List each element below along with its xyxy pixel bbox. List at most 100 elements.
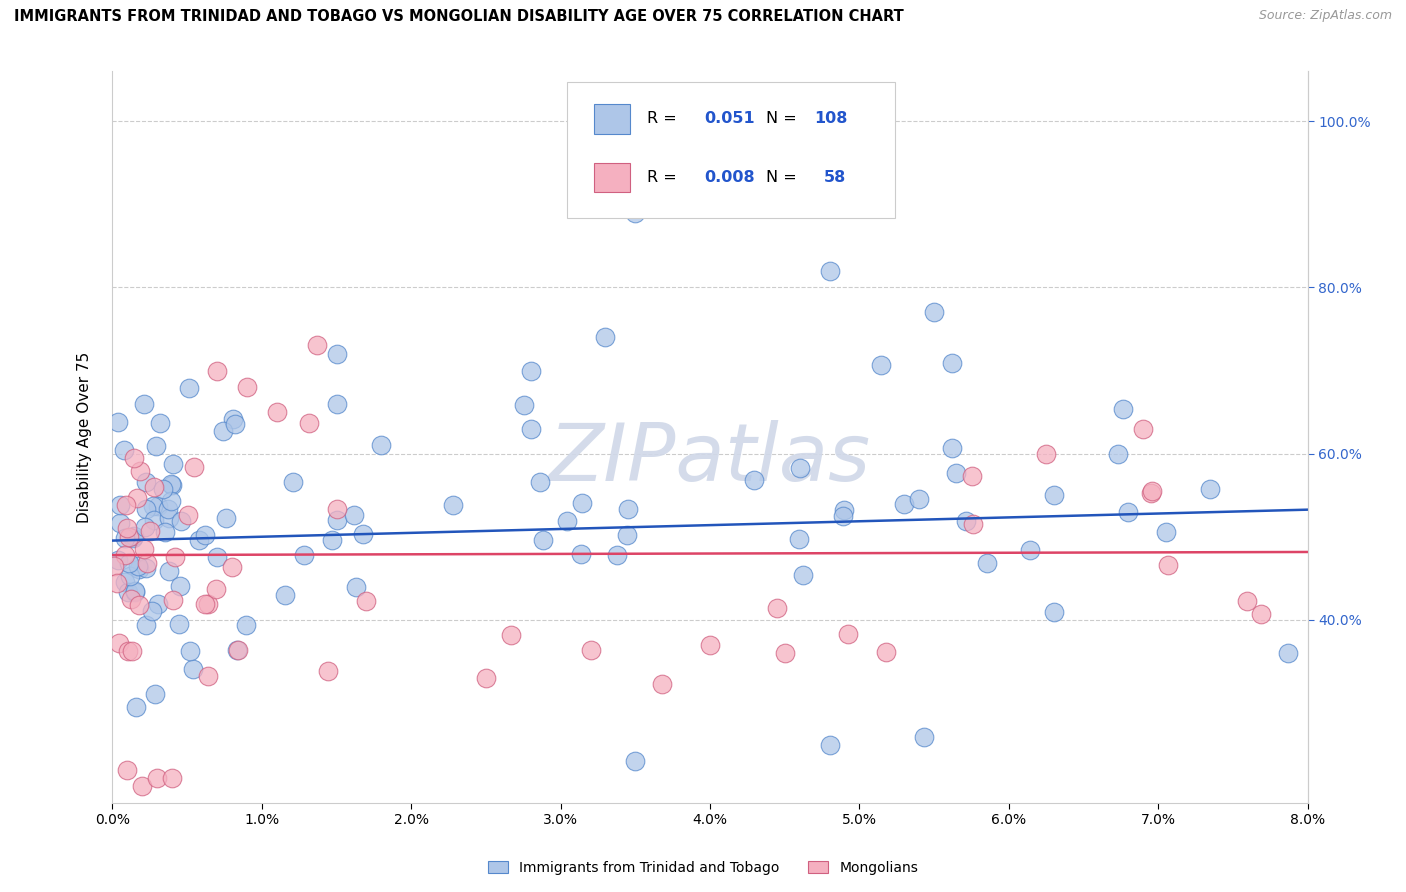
Point — [832, 503, 855, 517]
Point — [117, 763, 139, 777]
Point — [146, 499, 169, 513]
Point — [134, 397, 156, 411]
Point — [128, 598, 150, 612]
Point — [606, 549, 628, 563]
Point — [344, 581, 367, 595]
Point — [194, 598, 217, 612]
Point — [142, 500, 165, 514]
Point — [274, 588, 297, 602]
Point — [1132, 422, 1154, 436]
Point — [356, 593, 378, 607]
Point — [148, 417, 170, 431]
Point — [138, 524, 160, 539]
Point — [792, 567, 814, 582]
Point — [235, 618, 257, 632]
Point — [152, 483, 174, 497]
Point — [107, 415, 129, 429]
Point — [157, 511, 180, 525]
Point — [501, 628, 523, 642]
Point — [165, 550, 187, 565]
Point — [624, 754, 647, 768]
Point — [128, 562, 150, 576]
Point — [595, 330, 617, 344]
Text: 0.051: 0.051 — [704, 112, 755, 127]
Point — [134, 519, 156, 533]
Point — [108, 498, 131, 512]
Point — [569, 547, 592, 561]
Point — [127, 491, 149, 506]
Point — [162, 771, 183, 785]
Point — [114, 531, 136, 545]
Point — [129, 464, 152, 478]
FancyBboxPatch shape — [595, 163, 630, 192]
Text: R =: R = — [647, 169, 682, 185]
Point — [157, 564, 180, 578]
Point — [125, 700, 148, 714]
Point — [945, 466, 967, 480]
Point — [160, 478, 183, 492]
Point — [103, 559, 125, 574]
Point — [108, 636, 131, 650]
Point — [205, 550, 228, 565]
Point — [122, 529, 145, 543]
Point — [325, 397, 347, 411]
Point — [146, 771, 169, 785]
Point — [571, 496, 593, 510]
Point — [176, 508, 198, 522]
Point — [789, 460, 811, 475]
Text: N =: N = — [766, 112, 797, 127]
Point — [651, 677, 673, 691]
Text: IMMIGRANTS FROM TRINIDAD AND TOBAGO VS MONGOLIAN DISABILITY AGE OVER 75 CORRELAT: IMMIGRANTS FROM TRINIDAD AND TOBAGO VS M… — [14, 9, 904, 24]
Point — [114, 575, 136, 590]
Point — [1157, 558, 1180, 573]
Point — [236, 380, 259, 394]
Point — [177, 381, 200, 395]
Point — [325, 347, 347, 361]
Point — [153, 524, 176, 539]
Point — [1042, 488, 1064, 502]
Point — [352, 527, 374, 541]
Point — [1139, 486, 1161, 500]
Point — [114, 549, 136, 563]
Point — [744, 473, 766, 487]
Legend: Immigrants from Trinidad and Tobago, Mongolians: Immigrants from Trinidad and Tobago, Mon… — [482, 855, 924, 880]
Point — [616, 527, 638, 541]
Point — [912, 730, 935, 744]
Point — [181, 662, 204, 676]
Point — [124, 585, 146, 599]
Point — [156, 501, 179, 516]
Point — [766, 600, 789, 615]
Point — [773, 646, 796, 660]
Point — [1118, 505, 1140, 519]
Point — [531, 533, 554, 548]
Point — [325, 502, 347, 516]
Point — [162, 458, 184, 472]
Point — [292, 548, 315, 562]
Point — [135, 502, 157, 516]
Point — [1154, 525, 1177, 540]
Point — [266, 405, 288, 419]
Point — [117, 644, 139, 658]
Point — [475, 671, 498, 685]
FancyBboxPatch shape — [567, 82, 896, 218]
Point — [162, 592, 184, 607]
Point — [617, 501, 640, 516]
Point — [179, 644, 201, 658]
Point — [222, 412, 245, 426]
Point — [1042, 605, 1064, 619]
Point — [205, 363, 228, 377]
Point — [962, 516, 984, 531]
Point — [107, 553, 129, 567]
Point — [343, 508, 366, 522]
Point — [513, 398, 536, 412]
Point — [115, 521, 138, 535]
Y-axis label: Disability Age Over 75: Disability Age Over 75 — [77, 351, 91, 523]
Point — [832, 509, 855, 524]
Point — [135, 561, 157, 575]
Point — [167, 617, 190, 632]
Point — [699, 638, 721, 652]
Text: 108: 108 — [814, 112, 848, 127]
Point — [108, 516, 131, 530]
Point — [869, 358, 891, 372]
Point — [907, 492, 929, 507]
